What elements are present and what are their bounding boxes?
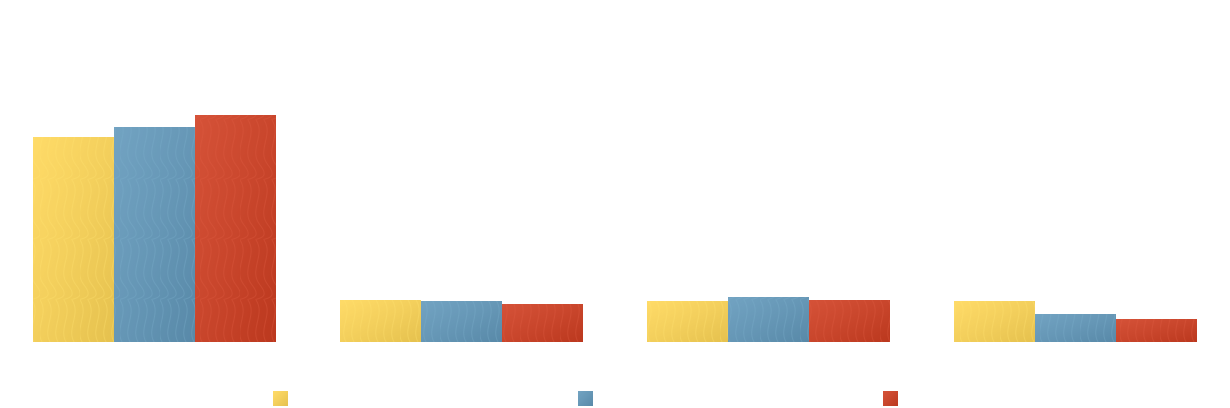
legend — [273, 391, 898, 406]
bar-group — [340, 300, 583, 342]
bar-texture — [647, 301, 728, 342]
legend-swatch — [883, 391, 898, 406]
bar-texture — [33, 137, 114, 342]
legend-swatch — [578, 391, 593, 406]
bar-group — [647, 297, 890, 342]
bar-group — [954, 301, 1197, 342]
bar-texture — [954, 301, 1035, 342]
bar-texture — [1035, 314, 1116, 342]
bar-texture — [421, 301, 502, 342]
bar-texture — [809, 300, 890, 342]
legend-swatch — [273, 391, 288, 406]
bar-texture — [195, 115, 276, 342]
bar-texture — [728, 297, 809, 342]
bar-texture — [340, 300, 421, 342]
bars-layer — [33, 115, 1197, 342]
bar-texture — [502, 304, 583, 342]
bar-texture — [114, 127, 195, 342]
bar-texture — [1116, 319, 1197, 342]
bar-group — [33, 115, 276, 342]
